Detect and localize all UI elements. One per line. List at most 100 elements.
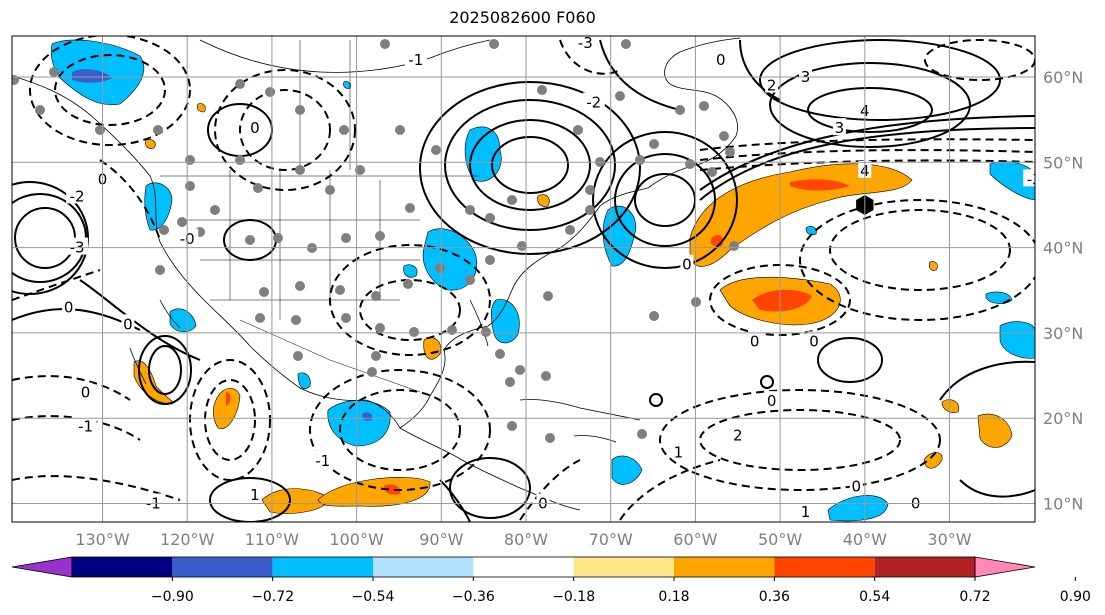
contour-label: 0 (682, 256, 692, 274)
lon-tick-label: 90°W (419, 530, 463, 549)
colorbar-tick-labels: −0.90 −0.72 −0.54 −0.36 −0.18 0.18 0.36 0.54 0.7… (151, 577, 1091, 605)
contour-label: -3 (578, 34, 593, 52)
contour-label: 3 (835, 119, 845, 137)
colorbar-tick-label: 0.36 (759, 589, 790, 605)
lon-tick-label: 30°W (927, 530, 971, 549)
contour-label-bg (849, 476, 863, 494)
contour-label-bg (79, 382, 93, 400)
contour-label: -3 (1027, 170, 1042, 188)
contour-label-bg (66, 237, 89, 255)
contour-label-bg (680, 254, 694, 272)
chart-title: 2025082600 F060 (449, 8, 596, 27)
lon-tick-label: 50°W (758, 530, 802, 549)
contour-label-bg (404, 49, 427, 67)
colorbar-bin (674, 557, 775, 577)
contour-label-bg (536, 493, 550, 511)
contour-label: -1 (408, 51, 423, 69)
station-markers (12, 39, 739, 443)
contour-label-bg (832, 118, 846, 136)
colorbar-bin (774, 557, 875, 577)
contour-label-bg (248, 118, 262, 136)
lon-tick-label: 40°W (843, 530, 887, 549)
colorbar-bin (473, 557, 574, 577)
colorbar-tick-label: −0.18 (552, 589, 595, 605)
contour-label: 0 (809, 332, 819, 350)
contour-label-bg (248, 484, 262, 502)
lat-tick-label: 30°N (1043, 324, 1083, 343)
contour-label-bg (731, 425, 745, 443)
lon-tick-label: 60°W (673, 530, 717, 549)
contour-label-bg (74, 416, 97, 434)
contour-label: -2 (586, 94, 601, 112)
shaded-negative-areas (50, 39, 1035, 522)
contour-label-bg (574, 36, 597, 50)
colorbar-tick-label: 0.72 (959, 589, 990, 605)
latitude-tick-labels: 60°N 50°N 40°N 30°N 20°N 10°N (1043, 68, 1083, 514)
lon-tick-label: 130°W (75, 530, 130, 549)
contour-label: 0 (767, 392, 777, 410)
colorbar-bin (373, 557, 474, 577)
lon-tick-label: 80°W (504, 530, 548, 549)
colorbar-bin (272, 557, 373, 577)
lon-tick-label: 70°W (589, 530, 633, 549)
contour-label-bg (582, 92, 605, 110)
colorbar-tick-label: 0.90 (1060, 589, 1091, 605)
colorbar-bin (573, 557, 674, 577)
shaded-positive-areas (133, 103, 1013, 514)
contour-label: 1 (674, 443, 684, 461)
colorbar (11, 556, 1036, 578)
colorbar-extend-high (974, 556, 1036, 578)
contour-label: -2 (70, 187, 85, 205)
lon-tick-label: 110°W (245, 530, 300, 549)
contour-label-bg (1023, 169, 1035, 187)
contour-label: 2 (767, 77, 777, 95)
contour-label-bg (799, 67, 813, 84)
political-borders (160, 40, 480, 393)
contour-label: 0 (852, 477, 862, 495)
contour-label-bg (748, 331, 762, 349)
contour-label: 0 (64, 298, 74, 316)
contour-label: 0 (250, 119, 260, 137)
lat-tick-label: 20°N (1043, 409, 1083, 428)
colorbar-outline (71, 556, 976, 578)
lat-tick-label: 10°N (1043, 495, 1083, 514)
colorbar-tick-label: 0.18 (658, 589, 689, 605)
contour-label-bg (142, 493, 165, 511)
contour-label: 2 (733, 426, 743, 444)
contour-label: -1 (315, 452, 330, 470)
map-frame (11, 35, 1036, 523)
contour-label: 0 (716, 51, 726, 69)
lat-tick-label: 40°N (1043, 239, 1083, 258)
contour-label: 0 (750, 332, 760, 350)
contours-negative (12, 36, 1035, 521)
contour-label: -1 (78, 418, 93, 436)
contour-label-bg (765, 391, 779, 409)
colorbar-tick-label: −0.90 (151, 589, 194, 605)
colorbar-tick-label: −0.36 (452, 589, 495, 605)
contour-label: 1 (250, 486, 260, 504)
contour-label: 0 (81, 384, 91, 402)
contour-label-bg (671, 442, 685, 460)
contour-label: 1 (801, 503, 811, 521)
colorbar-bin (172, 557, 273, 577)
contour-label-bg (62, 297, 76, 315)
colorbar-extend-low (11, 556, 73, 578)
lon-tick-label: 100°W (329, 530, 384, 549)
lat-tick-label: 50°N (1043, 153, 1083, 172)
colorbar-tick-label: 0.54 (859, 589, 890, 605)
contour-label-bg (765, 75, 779, 93)
longitude-tick-labels: 130°W 120°W 110°W 100°W 90°W 80°W 70°W 60°W 50°W… (75, 530, 971, 549)
lat-tick-label: 60°N (1043, 68, 1083, 87)
contour-label-bg (121, 314, 135, 332)
contour-label-bg (909, 493, 923, 511)
contour-label-bg (714, 49, 728, 67)
lon-tick-label: 120°W (160, 530, 215, 549)
colorbar-bin (874, 557, 975, 577)
colorbar-bin (72, 557, 173, 577)
contour-label: 0 (123, 315, 133, 333)
contours-positive (12, 39, 1035, 522)
gridlines (12, 36, 1035, 522)
colorbar-tick-label: −0.54 (352, 589, 395, 605)
